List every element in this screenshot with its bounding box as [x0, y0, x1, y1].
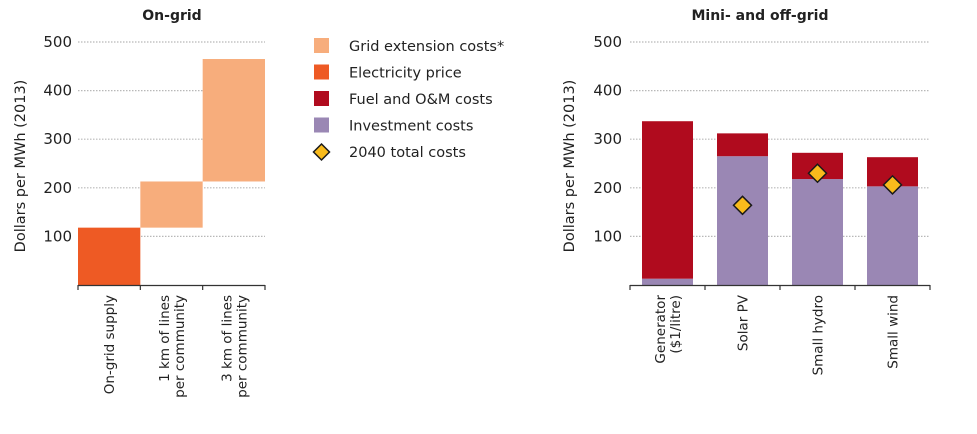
legend-diamond-icon — [312, 142, 331, 162]
marker-2040-total-cost — [807, 163, 828, 184]
legend-item: Investment costs — [314, 117, 473, 135]
y-tick-label: 100 — [593, 227, 622, 245]
y-tick-label: 200 — [593, 179, 622, 197]
bar-investment — [642, 278, 693, 285]
legend-label: Fuel and O&M costs — [349, 92, 493, 108]
legend-swatch — [314, 117, 329, 133]
bar-investment — [717, 156, 768, 285]
legend-item: Fuel and O&M costs — [314, 91, 493, 108]
legend-item: Electricity price — [314, 64, 462, 82]
x-tick-label: per community — [172, 295, 188, 398]
chart-title: On-grid — [142, 8, 201, 24]
y-axis-label: Dollars per MWh (2013) — [562, 80, 578, 253]
y-tick-label: 300 — [593, 130, 622, 148]
chart-title: Mini- and off-grid — [691, 8, 828, 24]
x-tick-label: ($1/litre) — [668, 295, 684, 354]
legend-swatch — [314, 38, 329, 53]
legend-label: 2040 total costs — [349, 145, 466, 161]
x-tick-label: 3 km of lines — [219, 295, 235, 382]
bar-electricity — [78, 227, 141, 285]
legend-swatch — [314, 91, 329, 106]
x-tick-label: Generator — [653, 295, 669, 364]
y-tick-label: 300 — [43, 130, 72, 148]
legend-item: 2040 total costs — [312, 142, 466, 162]
legend-swatch — [314, 64, 329, 80]
x-tick-label: per community — [234, 295, 250, 398]
y-tick-label: 100 — [43, 227, 72, 245]
x-tick-label: Small wind — [886, 295, 902, 369]
y-tick-label: 400 — [43, 82, 72, 100]
y-tick-label: 500 — [43, 33, 72, 51]
legend: Grid extension costs* Electricity price Fu… — [312, 38, 504, 162]
x-category-label: 3 km of lines per community — [219, 295, 250, 398]
off-grid-chart: Mini- and off-grid Dollars per MWh (2013… — [562, 8, 931, 375]
y-tick-label: 500 — [593, 33, 622, 51]
marker-2040-total-cost — [732, 195, 753, 216]
x-category-label: On-grid supply — [102, 295, 118, 394]
x-category-label: Generator ($1/litre) — [653, 295, 684, 364]
x-category-label: Small hydro — [811, 295, 827, 375]
on-grid-chart: On-grid Dollars per MWh (2013) 100 200 300… — [13, 8, 266, 398]
legend-label: Electricity price — [349, 66, 462, 82]
y-axis-label: Dollars per MWh (2013) — [13, 80, 29, 253]
bar-grid-extension — [140, 181, 203, 228]
x-tick-label: Solar PV — [736, 294, 752, 351]
y-tick-label: 200 — [43, 179, 72, 197]
bar-grid-extension — [202, 59, 265, 182]
x-tick-label: Small hydro — [811, 295, 827, 375]
marker-2040-total-cost — [882, 174, 903, 195]
bar-fuel-om — [717, 133, 768, 157]
x-tick-label: 1 km of lines — [157, 295, 173, 382]
x-tick-label: On-grid supply — [102, 295, 118, 394]
x-category-label: 1 km of lines per community — [157, 295, 188, 398]
y-tick-label: 400 — [593, 82, 622, 100]
legend-item: Grid extension costs* — [314, 38, 504, 55]
bar-investment — [792, 179, 843, 285]
bar-investment — [867, 186, 918, 285]
legend-label: Investment costs — [349, 119, 473, 135]
x-category-label: Solar PV — [736, 294, 752, 351]
x-category-label: Small wind — [886, 295, 902, 369]
bar-fuel-om — [642, 121, 693, 279]
legend-label: Grid extension costs* — [349, 39, 504, 55]
